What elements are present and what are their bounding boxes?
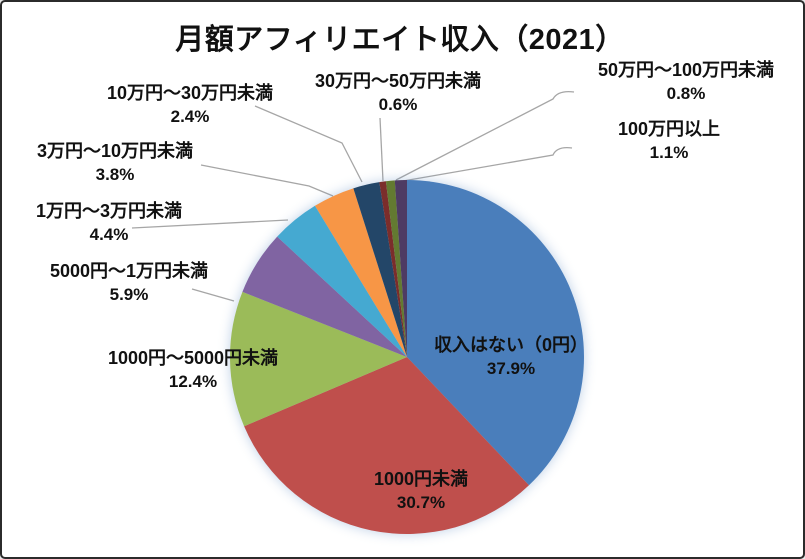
slice-label-text: 5000円～1万円未満 [49,261,209,281]
leader-line-30-50man [379,117,384,182]
pie-slices [230,180,584,534]
pie-slice-4 [277,205,407,357]
chart-title: 月額アフィリエイト収入（2021） [175,24,625,56]
pie-slice-3 [242,236,407,357]
slice-label-text: 10万円～30万円未満 [106,83,274,103]
slice-label-3-10man: 3万円～10万円未満 3.8% [37,140,193,186]
pie-slice-5 [314,188,407,357]
slice-label-text: 3万円～10万円未満 [36,141,194,161]
leader-line-50-100man [395,91,575,181]
slice-label-pct: 0.6% [378,95,418,114]
slice-label-pct: 0.8% [666,84,706,103]
leader-line-5000-1man [191,288,235,302]
slice-label-pct: 30.7% [396,493,446,512]
slice-label-text: 30万円～50万円未満 [314,71,482,91]
pie-slice-0 [407,180,584,486]
slice-label-text: 1000円未満 [373,469,469,489]
pie-slice-2 [230,291,407,427]
slice-label-1-3man: 1万円～3万円未満 4.4% [36,200,182,246]
slice-label-under-1000: 1000円未満 30.7% [374,468,468,514]
slice-label-pct: 3.8% [95,165,135,184]
slice-label-30-50man: 30万円～50万円未満 0.6% [315,70,481,116]
slice-label-pct: 5.9% [109,285,149,304]
slice-label-100man-plus: 100万円以上 1.1% [618,118,720,164]
slice-label-text: 1000円～5000円未満 [107,348,279,368]
slice-label-text: 50万円～100万円未満 [597,60,775,80]
pie-slice-7 [379,181,407,357]
slice-label-text: 100万円以上 [617,119,721,139]
slice-label-1000-5000: 1000円～5000円未満 12.4% [108,347,278,393]
leader-line-10-30man [254,105,363,183]
slice-label-5000-1man: 5000円～1万円未満 5.9% [50,260,208,306]
slice-label-pct: 4.4% [89,225,129,244]
slice-label-50-100man: 50万円～100万円未満 0.8% [598,59,774,105]
slice-label-text: 収入はない（0円） [433,335,589,355]
pie-slice-1 [244,357,529,534]
leader-line-100man-plus [402,147,573,182]
slice-label-text: 1万円～3万円未満 [35,201,183,221]
pie-slice-9 [394,180,407,357]
slice-label-10-30man: 10万円～30万円未満 2.4% [107,82,273,128]
slice-label-no-income: 収入はない（0円） 37.9% [434,334,588,380]
slice-label-pct: 1.1% [649,143,689,162]
leader-line-3-10man [200,164,334,197]
slice-label-pct: 12.4% [168,372,218,391]
pie-slice-6 [353,182,407,357]
pie-slice-8 [385,180,407,357]
leader-line-1-3man [131,219,289,229]
slice-label-pct: 37.9% [486,359,536,378]
slice-label-pct: 2.4% [170,107,210,126]
